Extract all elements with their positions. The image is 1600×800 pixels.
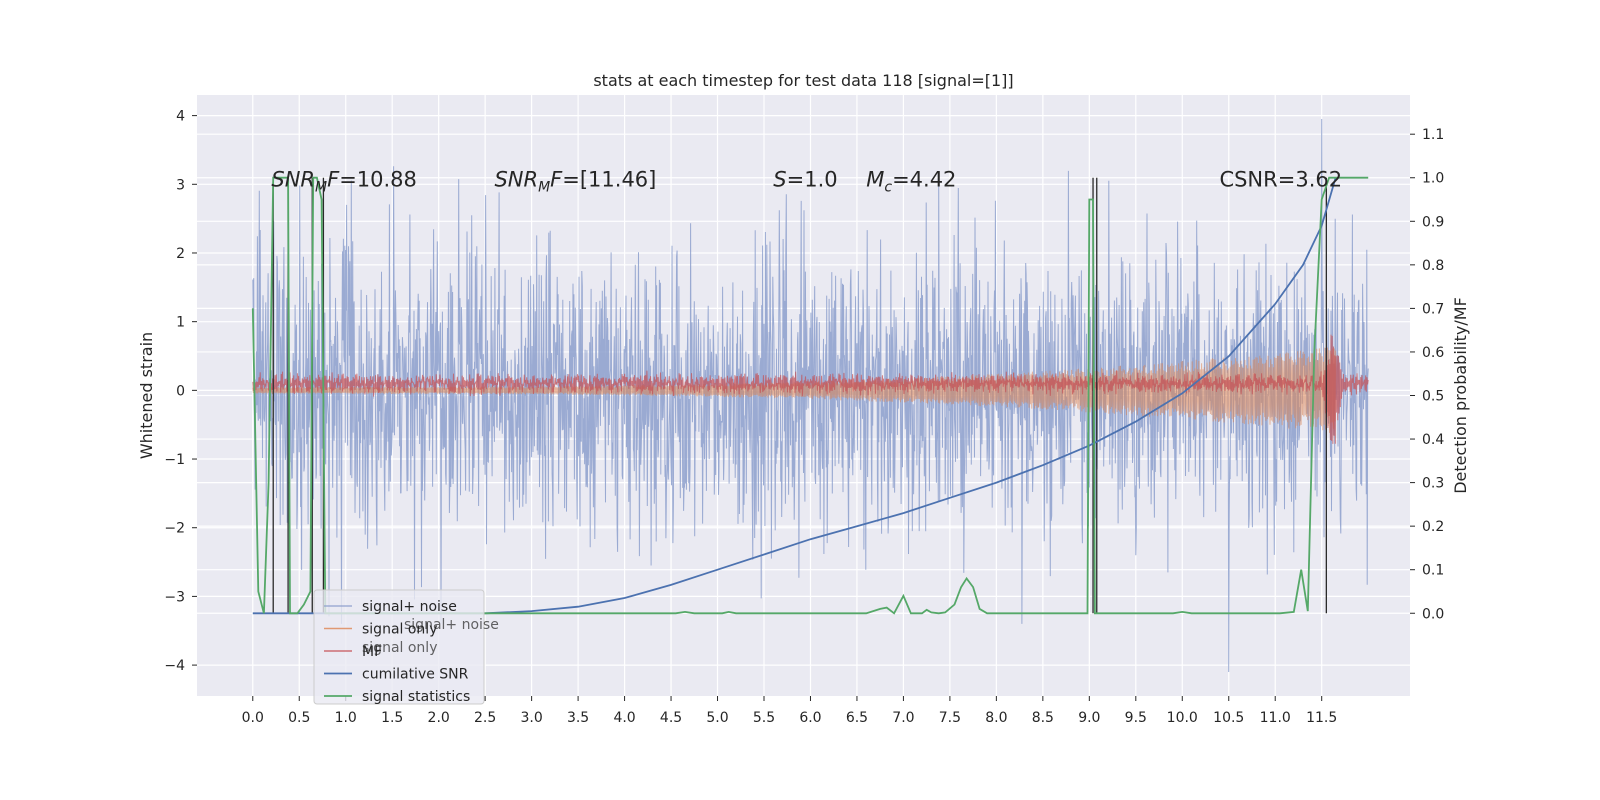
y-tick-label: −4	[164, 658, 185, 674]
y2-axis-label: Detection probability/MF	[1451, 297, 1470, 494]
series-signal-statistics	[251, 176, 1369, 615]
y2-tick-label: 0.0	[1422, 606, 1444, 622]
y2-tick-label: 1.1	[1422, 127, 1444, 143]
y2-tick-label: 0.6	[1422, 345, 1444, 361]
data-layer	[251, 118, 1369, 673]
legend-ghost-text: signal+ noise	[404, 617, 499, 633]
legend-item-cumilative-snr-label: cumilative SNR	[362, 667, 469, 683]
x-tick-label: 0.0	[242, 710, 264, 726]
x-tick-label: 6.0	[799, 710, 821, 726]
y-tick-label: −1	[164, 452, 185, 468]
x-tick-label: 0.5	[288, 710, 310, 726]
y2-tick-label: 0.7	[1422, 301, 1444, 317]
y-tick-label: −2	[164, 521, 185, 537]
y2-tick-label: 1.0	[1422, 171, 1444, 187]
x-tick-label: 5.0	[706, 710, 728, 726]
x-tick-label: 2.0	[428, 710, 450, 726]
y2-tick-label: 0.5	[1422, 389, 1444, 405]
y-tick-label: 3	[176, 177, 185, 193]
x-tick-label: 4.0	[613, 710, 635, 726]
annotation-csnr: CSNR=3.62	[1219, 167, 1342, 191]
y-tick-label: 4	[176, 109, 185, 125]
x-tick-label: 9.5	[1125, 710, 1147, 726]
x-tick-label: 7.0	[892, 710, 914, 726]
y2-tick-label: 0.8	[1422, 258, 1444, 274]
ticks: 0.0 0.5 1.0 1.5 2.0 2.5 3.0 3.5 4.0 4.5 5.0 5.5 6.0 6…	[164, 109, 1444, 726]
x-tick-label: 2.5	[474, 710, 496, 726]
annotation-snr-mf: SNRMF=[11.46]	[494, 167, 656, 195]
x-tick-label: 5.5	[753, 710, 775, 726]
chart-title: stats at each timestep for test data 118…	[593, 71, 1013, 90]
annotation-snr-opt: SNRMF=10.88	[271, 167, 417, 195]
annotations: SNRMF=10.88 SNRMF=[11.46] S=1.0 Mc=4.42 CSNR…	[271, 167, 1342, 195]
legend-item-signal-plus-noise-label: signal+ noise	[362, 599, 457, 615]
y-tick-label: −3	[164, 589, 185, 605]
x-tick-label: 7.5	[939, 710, 961, 726]
x-tick-label: 3.5	[567, 710, 589, 726]
y2-tick-label: 0.4	[1422, 432, 1444, 448]
y-tick-label: 1	[176, 315, 185, 331]
y-tick-label: 0	[176, 383, 185, 399]
annotation-mc: Mc=4.42	[866, 167, 956, 195]
x-tick-label: 10.0	[1167, 710, 1198, 726]
x-tick-label: 10.5	[1213, 710, 1244, 726]
x-tick-label: 9.0	[1078, 710, 1100, 726]
legend-item-signal-statistics-label: signal statistics	[362, 689, 470, 705]
y2-tick-label: 0.3	[1422, 476, 1444, 492]
y2-tick-label: 0.2	[1422, 519, 1444, 535]
annotation-s: S=1.0	[773, 167, 837, 191]
legend-item-mf-label: MF	[362, 644, 382, 660]
series-cumulative-snr	[252, 177, 1337, 615]
y2-tick-label: 0.9	[1422, 214, 1444, 230]
x-tick-label: 3.0	[520, 710, 542, 726]
x-tick-label: 6.5	[846, 710, 868, 726]
legend-ghost-text: signal only	[362, 640, 437, 656]
x-tick-label: 1.0	[335, 710, 357, 726]
x-tick-label: 1.5	[381, 710, 403, 726]
y-axis-label: Whitened strain	[137, 332, 156, 459]
x-tick-label: 8.5	[1032, 710, 1054, 726]
x-tick-label: 4.5	[660, 710, 682, 726]
legend-item-signal-only-label: signal only	[362, 622, 437, 638]
legend-box	[313, 589, 485, 705]
y-tick-label: 2	[176, 246, 185, 262]
series-mf	[252, 334, 1369, 444]
y2-tick-label: 0.1	[1422, 563, 1444, 579]
x-tick-label: 11.0	[1260, 710, 1291, 726]
x-tick-label: 8.0	[985, 710, 1007, 726]
x-tick-label: 11.5	[1306, 710, 1337, 726]
